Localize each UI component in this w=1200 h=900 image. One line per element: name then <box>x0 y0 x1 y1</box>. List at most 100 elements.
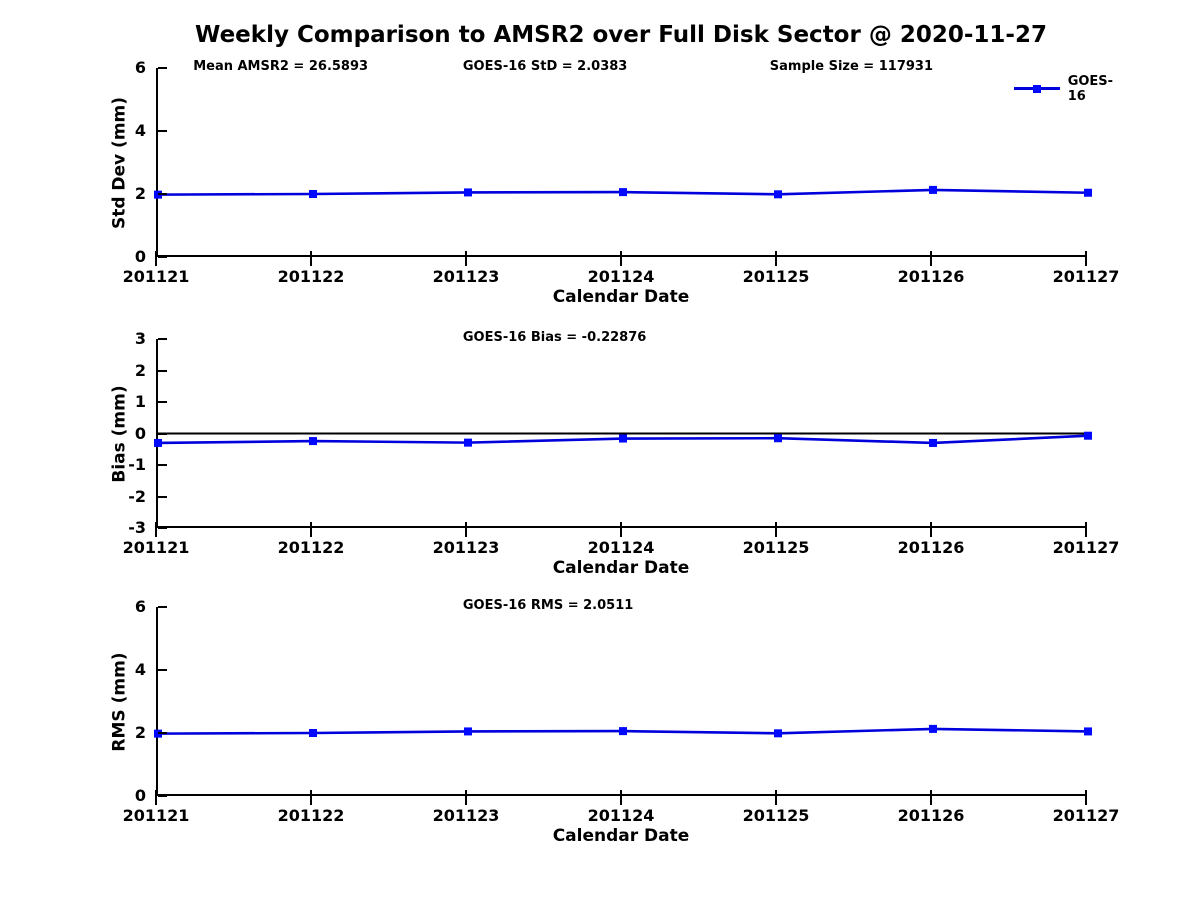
y-tick-label: 4 <box>134 121 146 140</box>
x-tick-label: 201123 <box>432 806 500 825</box>
x-axis-label: Calendar Date <box>552 287 690 307</box>
line-series-svg <box>154 185 1092 199</box>
x-tick-label: 201125 <box>742 806 810 825</box>
x-tick-mark <box>310 522 312 537</box>
y-tick-label: 6 <box>134 58 146 77</box>
x-tick-mark <box>620 522 622 537</box>
y-tick-mark <box>158 732 167 734</box>
annotation: GOES-16 RMS = 2.0511 <box>462 598 634 613</box>
x-tick-label: 201124 <box>587 538 655 557</box>
data-point-marker <box>1084 188 1092 197</box>
plot-area <box>154 338 1092 529</box>
y-tick-mark <box>158 606 167 608</box>
x-tick-label: 201122 <box>277 538 345 557</box>
x-tick-mark <box>930 522 932 537</box>
y-tick-mark <box>158 495 167 498</box>
x-tick-mark <box>775 251 777 266</box>
x-tick-mark <box>930 790 932 805</box>
data-point-marker <box>619 727 627 736</box>
y-tick-label: -3 <box>128 518 146 537</box>
annotation: GOES-16 Bias = -0.22876 <box>462 330 647 345</box>
y-tick-mark <box>158 67 167 69</box>
annotation: GOES-16 StD = 2.0383 <box>462 59 628 74</box>
x-tick-label: 201126 <box>897 538 965 557</box>
y-tick-mark <box>158 795 167 797</box>
subplot-rms: RMS (mm) Calendar Date 0 2 4 6 201121 201122 2… <box>110 598 1120 845</box>
x-tick-mark <box>930 251 932 266</box>
x-tick-mark <box>310 251 312 266</box>
x-tick-label: 201122 <box>277 267 345 286</box>
x-tick-label: 201127 <box>1052 538 1120 557</box>
x-tick-label: 201124 <box>587 267 655 286</box>
data-point-marker <box>1084 727 1092 736</box>
x-tick-label: 201125 <box>742 538 810 557</box>
x-tick-mark <box>155 522 157 537</box>
data-point-marker <box>774 190 782 199</box>
y-tick-mark <box>158 193 167 195</box>
y-tick-label: 2 <box>134 723 146 742</box>
line-series-svg <box>154 431 1092 447</box>
y-tick-mark <box>158 527 167 529</box>
legend: GOES-16 <box>1014 74 1121 104</box>
y-tick-mark <box>158 669 167 671</box>
data-point-marker <box>309 190 317 198</box>
legend-line-marker-icon <box>1014 84 1060 93</box>
x-tick-label: 201124 <box>587 806 655 825</box>
y-tick-mark <box>158 401 167 403</box>
x-axis-label: Calendar Date <box>552 826 690 846</box>
data-point-marker <box>929 438 937 447</box>
x-axis-label: Calendar Date <box>552 558 690 578</box>
data-point-marker <box>774 729 782 738</box>
x-tick-label: 201126 <box>897 806 965 825</box>
y-tick-mark <box>158 338 167 340</box>
y-tick-label: 0 <box>134 247 146 266</box>
x-tick-label: 201121 <box>122 538 190 557</box>
x-tick-label: 201121 <box>122 806 190 825</box>
x-tick-mark <box>775 522 777 537</box>
data-point-marker <box>464 727 472 736</box>
data-point-marker <box>309 729 317 737</box>
x-tick-mark <box>155 790 157 805</box>
line-series-svg <box>154 724 1092 738</box>
subplot-std-dev: Std Dev (mm) Calendar Date GOES-16 0 2 4 6 2… <box>110 59 1120 306</box>
y-tick-label: -1 <box>128 455 146 474</box>
data-point-marker <box>1084 431 1092 440</box>
x-tick-mark <box>1085 251 1087 266</box>
data-point-marker <box>464 188 472 197</box>
x-tick-label: 201127 <box>1052 267 1120 286</box>
plot-area <box>154 606 1092 797</box>
y-tick-label: 3 <box>134 329 146 348</box>
x-tick-mark <box>310 790 312 805</box>
data-point-marker <box>619 188 627 197</box>
x-tick-label: 201123 <box>432 538 500 557</box>
subplot-bias: Bias (mm) Calendar Date 3 2 1 0 -1 -2 -3 201121… <box>110 330 1120 577</box>
y-tick-mark <box>158 130 167 132</box>
y-tick-label: 2 <box>134 184 146 203</box>
x-tick-mark <box>465 251 467 266</box>
y-tick-mark <box>158 369 167 372</box>
x-tick-label: 201121 <box>122 267 190 286</box>
x-tick-mark <box>465 790 467 805</box>
x-tick-mark <box>775 790 777 805</box>
x-tick-label: 201122 <box>277 806 345 825</box>
x-tick-mark <box>465 522 467 537</box>
x-tick-mark <box>620 790 622 805</box>
y-tick-label: 0 <box>134 786 146 805</box>
plot-area <box>154 67 1092 258</box>
data-point-marker <box>464 438 472 447</box>
data-point-marker <box>309 437 317 446</box>
x-tick-mark <box>1085 522 1087 537</box>
figure-title: Weekly Comparison to AMSR2 over Full Dis… <box>195 22 1047 48</box>
annotation: Sample Size = 117931 <box>769 59 934 74</box>
data-point-marker <box>774 434 782 443</box>
x-tick-mark <box>620 251 622 266</box>
y-tick-mark <box>158 256 167 258</box>
data-point-marker <box>929 185 937 194</box>
y-tick-label: 0 <box>134 423 146 443</box>
x-tick-label: 201123 <box>432 267 500 286</box>
data-point-marker <box>154 438 162 447</box>
y-tick-label: -2 <box>128 486 146 506</box>
y-tick-label: 6 <box>134 597 146 616</box>
x-tick-label: 201125 <box>742 267 810 286</box>
